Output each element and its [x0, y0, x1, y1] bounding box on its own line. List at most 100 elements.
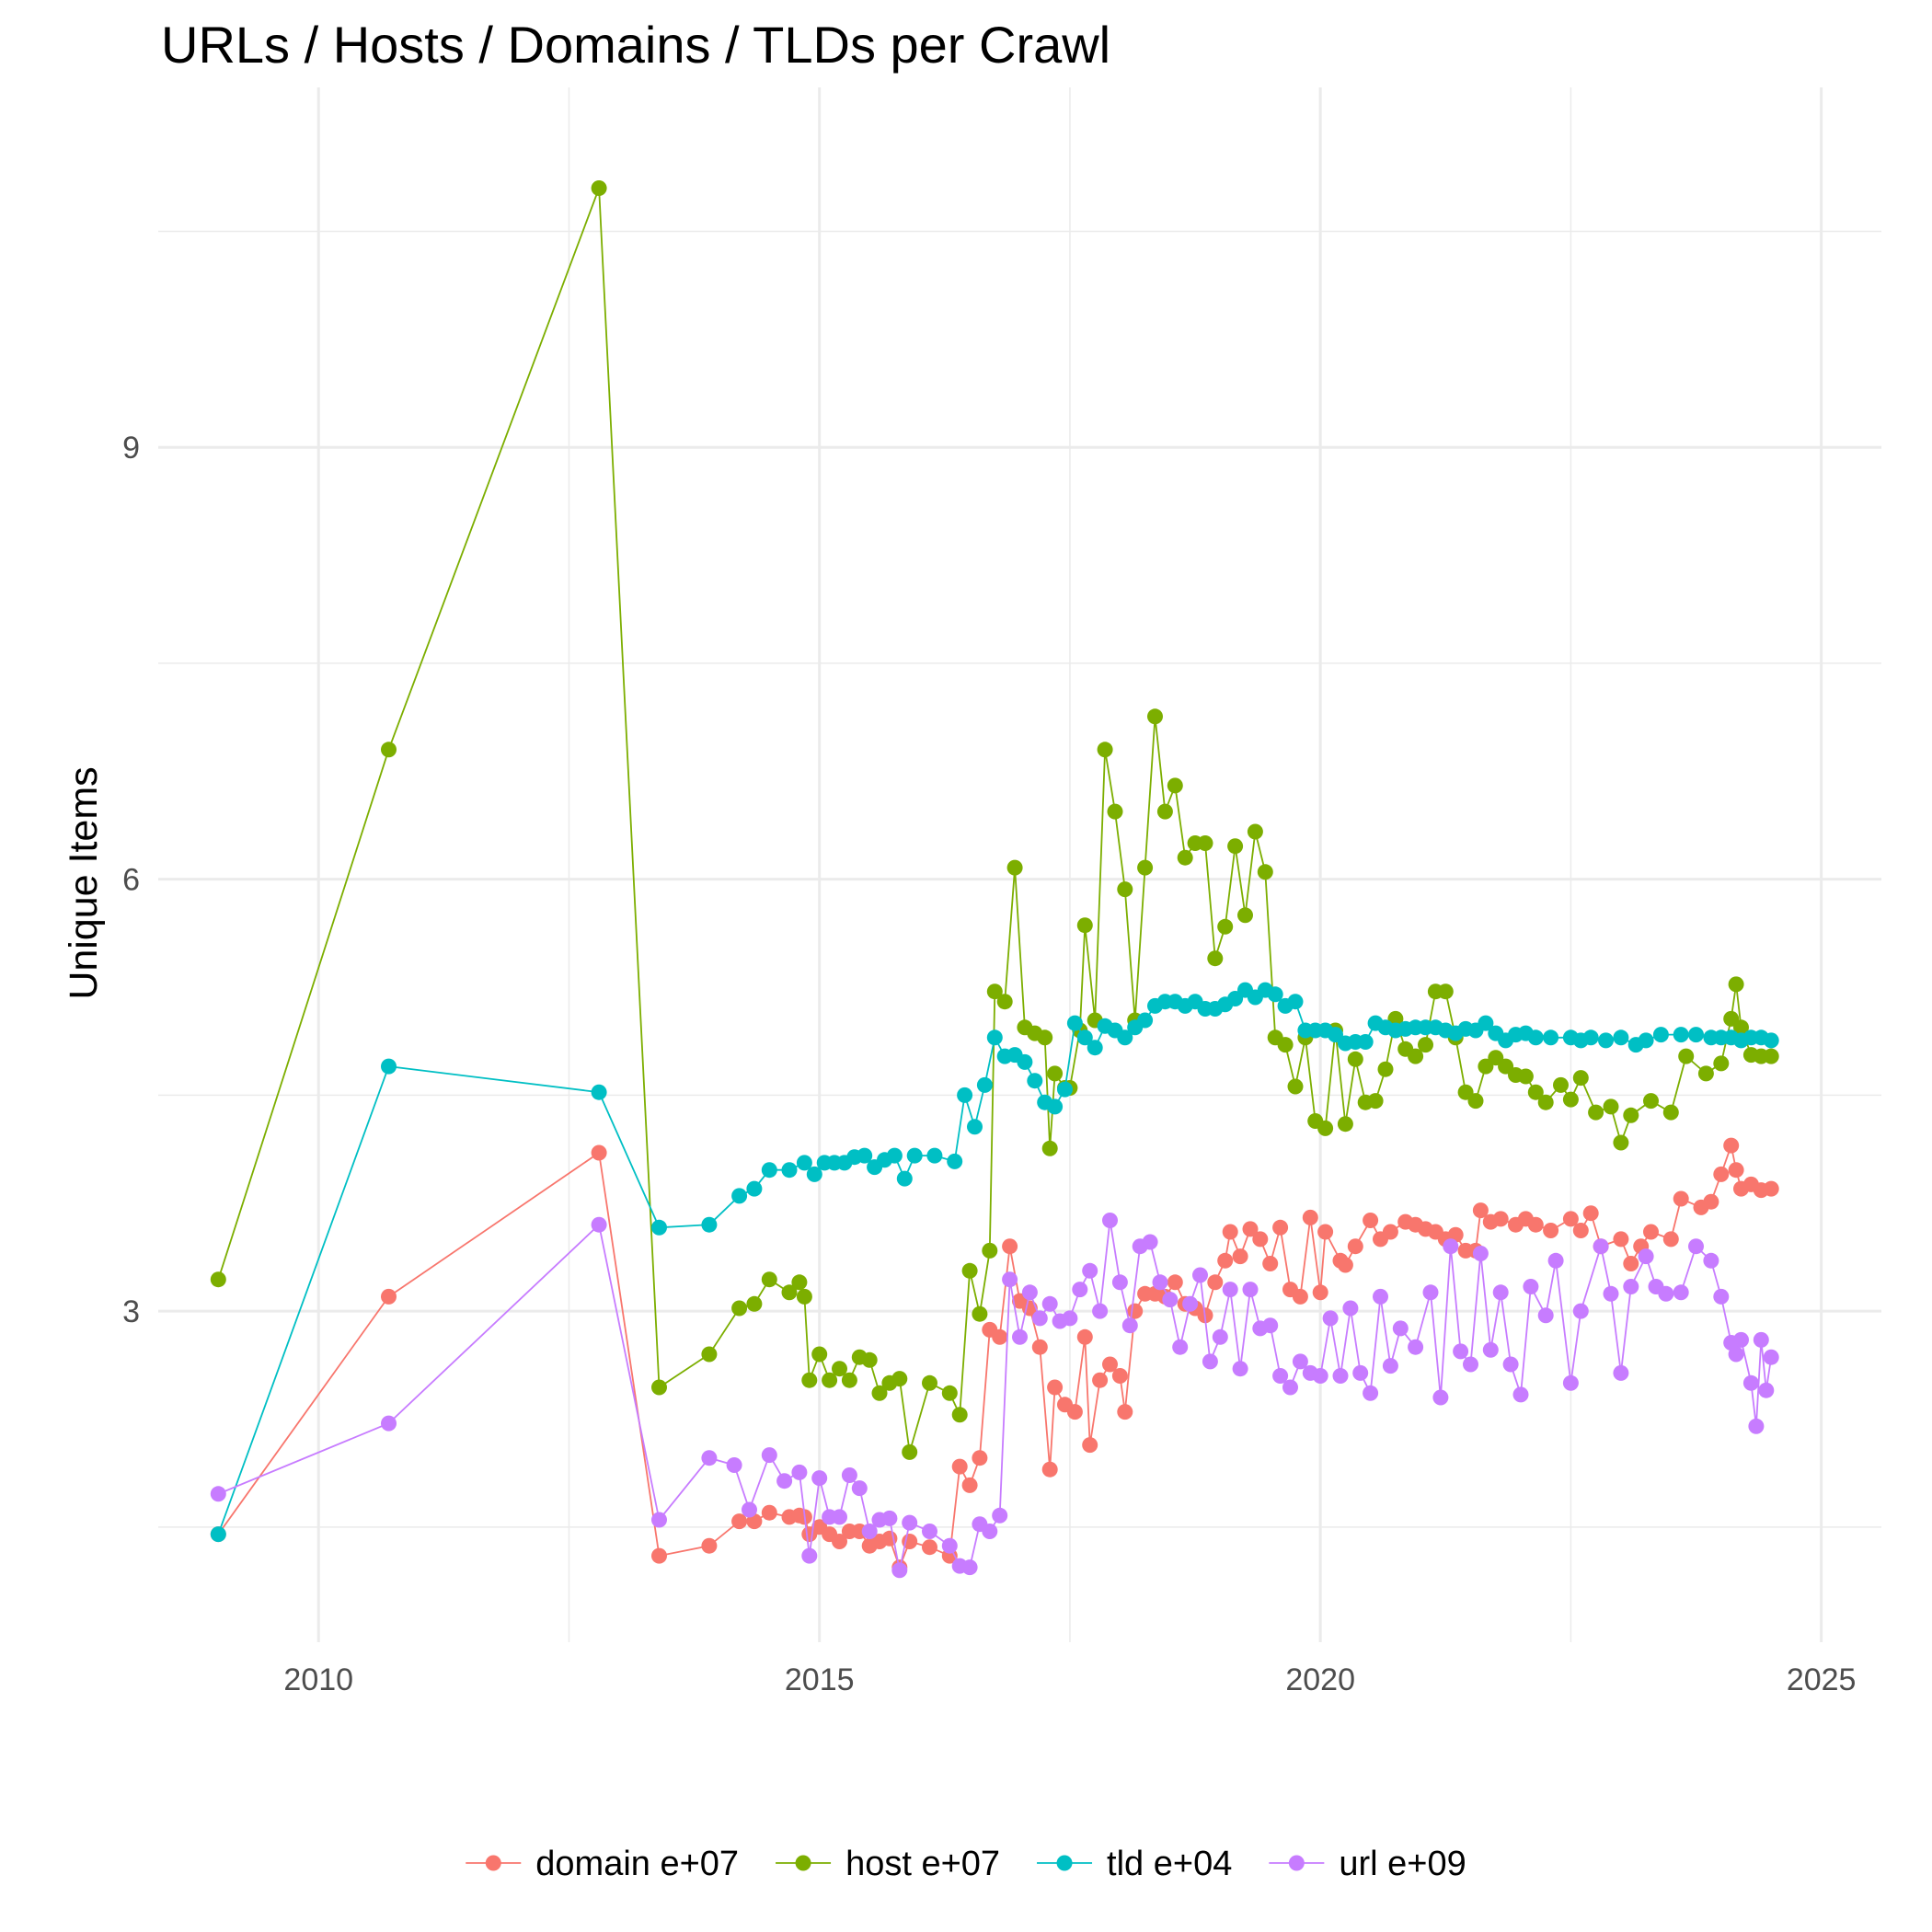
- data-point: [1703, 1252, 1719, 1269]
- data-point: [801, 1372, 818, 1388]
- data-point: [210, 1486, 226, 1502]
- data-point: [986, 1029, 1003, 1046]
- data-point: [1467, 1093, 1484, 1110]
- data-point: [1247, 823, 1263, 840]
- data-point: [1062, 1310, 1078, 1327]
- data-point: [986, 983, 1003, 1000]
- data-point: [1688, 1238, 1704, 1255]
- data-point: [731, 1513, 748, 1530]
- data-point: [1527, 1216, 1544, 1233]
- data-point: [1437, 983, 1454, 1000]
- data-point: [1562, 1211, 1579, 1227]
- data-point: [1662, 1231, 1679, 1248]
- data-point: [841, 1467, 857, 1483]
- data-point: [902, 1514, 918, 1531]
- data-point: [1121, 1317, 1138, 1334]
- data-point: [1082, 1262, 1098, 1279]
- data-point: [1613, 1029, 1629, 1046]
- data-point: [1137, 859, 1154, 876]
- data-point: [1222, 1282, 1238, 1298]
- data-point: [210, 1271, 226, 1288]
- data-point: [1623, 1256, 1639, 1271]
- data-point: [1728, 1346, 1744, 1363]
- legend-label: domain e+07: [535, 1845, 739, 1883]
- data-point: [1572, 1303, 1589, 1319]
- data-point: [1453, 1343, 1469, 1360]
- data-point: [651, 1379, 667, 1396]
- data-point: [1763, 1032, 1779, 1049]
- data-point: [926, 1147, 943, 1164]
- data-point: [1443, 1238, 1459, 1255]
- data-point: [1017, 1053, 1033, 1070]
- data-point: [1027, 1073, 1043, 1089]
- legend-key-marker: [1288, 1855, 1305, 1871]
- data-point: [1517, 1068, 1534, 1085]
- data-point: [922, 1374, 937, 1391]
- data-point: [746, 1295, 763, 1312]
- data-point: [1537, 1094, 1554, 1110]
- data-point: [1357, 1034, 1374, 1050]
- data-point: [1547, 1252, 1564, 1269]
- data-point: [832, 1534, 847, 1549]
- data-point: [1262, 1317, 1279, 1334]
- data-point: [1267, 986, 1283, 1003]
- data-point: [1222, 1224, 1238, 1240]
- data-point: [1733, 1019, 1749, 1036]
- data-point: [1272, 1368, 1289, 1384]
- data-point: [1076, 917, 1093, 934]
- data-point: [1543, 1029, 1559, 1046]
- data-point: [841, 1372, 857, 1388]
- data-point: [1763, 1048, 1779, 1064]
- data-point: [1287, 1078, 1304, 1095]
- data-point: [1031, 1310, 1048, 1327]
- series-1: [210, 1137, 1779, 1576]
- data-point: [1418, 1037, 1433, 1053]
- x-tick-label: 2020: [1285, 1662, 1355, 1697]
- data-point: [1478, 1015, 1494, 1031]
- data-point: [992, 1328, 1008, 1345]
- data-point: [1482, 1341, 1499, 1358]
- data-point: [1076, 1029, 1093, 1046]
- series-line: [217, 988, 1772, 1535]
- data-point: [1582, 1029, 1599, 1046]
- data-point: [857, 1147, 873, 1164]
- series-3: [210, 982, 1779, 1543]
- data-point: [1237, 907, 1253, 924]
- data-point: [1292, 1353, 1308, 1370]
- data-point: [701, 1346, 718, 1363]
- data-point: [922, 1524, 937, 1539]
- data-point: [1156, 803, 1173, 820]
- data-point: [976, 1076, 993, 1093]
- data-point: [1102, 1356, 1118, 1373]
- data-point: [886, 1147, 903, 1164]
- data-point: [1087, 1040, 1103, 1056]
- data-point: [1111, 1274, 1128, 1291]
- data-point: [381, 742, 397, 758]
- data-point: [1212, 1328, 1228, 1345]
- data-point: [1527, 1084, 1544, 1100]
- data-point: [1041, 1295, 1058, 1312]
- data-point: [1002, 1238, 1018, 1255]
- y-tick-label: 6: [122, 863, 140, 898]
- data-point: [1092, 1303, 1109, 1319]
- data-point: [651, 1547, 667, 1564]
- data-point: [1342, 1300, 1359, 1317]
- data-point: [1147, 708, 1163, 725]
- legend-item-2: host e+07: [776, 1845, 1000, 1883]
- data-point: [1363, 1213, 1379, 1228]
- data-point: [796, 1155, 812, 1171]
- data-point: [1072, 1282, 1088, 1298]
- legend-key-marker: [485, 1855, 501, 1871]
- legend-label: tld e+04: [1107, 1845, 1232, 1883]
- data-point: [1021, 1284, 1038, 1301]
- data-point: [972, 1450, 988, 1466]
- data-point: [1002, 1271, 1018, 1288]
- data-point: [1192, 1267, 1208, 1283]
- data-point: [906, 1147, 923, 1164]
- series-line: [217, 1142, 1772, 1570]
- data-point: [1623, 1107, 1639, 1123]
- data-point: [1723, 1137, 1740, 1154]
- data-point: [1317, 1120, 1334, 1136]
- data-point: [951, 1458, 968, 1475]
- data-point: [1041, 1140, 1058, 1156]
